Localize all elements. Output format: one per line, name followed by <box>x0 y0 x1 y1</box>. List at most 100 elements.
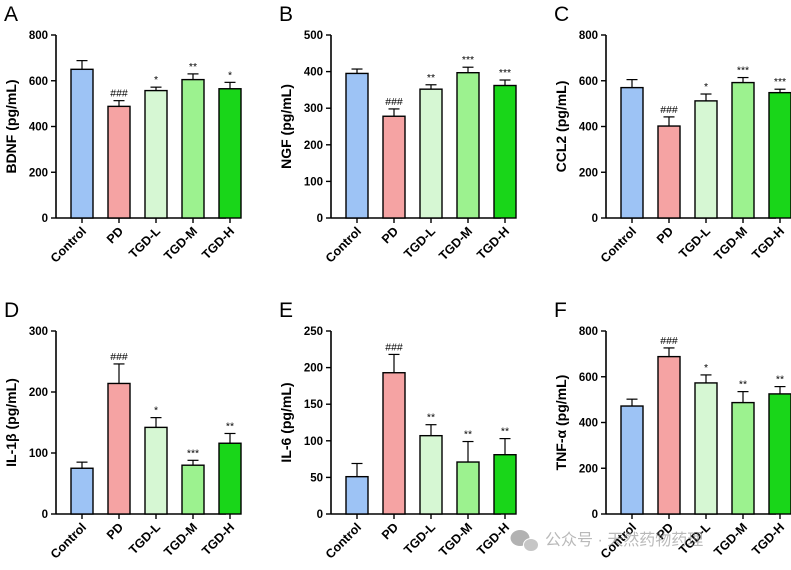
bar-tgd-h <box>768 393 791 515</box>
chart-panel-d: D IL-1β (pg/mL) 0 100 200 300 Control ### PD * TGD… <box>3 299 242 562</box>
watermark-text: 公众号 · 天然药物药理 <box>545 531 703 549</box>
y-tick-label: 300 <box>304 103 323 115</box>
x-category-label: TGD-L <box>676 224 713 261</box>
x-category-label: PD <box>379 520 401 542</box>
y-tick-label: 0 <box>42 509 48 521</box>
bar-tgd-l <box>144 89 168 219</box>
significance-label: *** <box>774 76 786 88</box>
significance-label: ** <box>226 420 234 432</box>
bar-pd <box>107 382 131 515</box>
significance-label: ### <box>660 335 678 347</box>
bar-control <box>345 475 369 515</box>
chart-panel-c: C CCL2 (pg/mL) 0 200 400 600 800 Control ### PD * T… <box>553 3 791 266</box>
watermark: 公众号 · 天然药物药理 <box>510 530 703 552</box>
bar-tgd-l <box>694 382 718 515</box>
x-category-label: TGD-L <box>126 224 163 261</box>
y-tick-label: 0 <box>592 213 598 225</box>
bar-control <box>620 86 644 219</box>
y-tick-label: 250 <box>304 326 323 338</box>
wechat-bubble-small <box>523 538 539 552</box>
x-category-label: Control <box>48 520 89 561</box>
significance-label: *** <box>499 67 511 79</box>
panel-letter: C <box>554 3 569 26</box>
x-category-label: TGD-H <box>474 520 512 558</box>
x-category-label: TGD-M <box>436 520 475 559</box>
bar-tgd-h <box>493 84 517 219</box>
y-tick-label: 400 <box>579 122 598 134</box>
x-category-label: Control <box>323 224 364 265</box>
y-tick-label: 50 <box>310 472 323 484</box>
y-tick-label: 100 <box>304 176 323 188</box>
bar-tgd-l <box>144 426 168 515</box>
y-tick-label: 100 <box>29 448 48 460</box>
panel-letter: F <box>554 299 567 322</box>
significance-label: ** <box>427 72 435 84</box>
y-tick-label: 200 <box>29 387 48 399</box>
y-tick-label: 200 <box>304 363 323 375</box>
significance-label: ### <box>110 88 128 100</box>
significance-label: ### <box>110 351 128 363</box>
x-category-label: TGD-H <box>199 520 237 558</box>
y-tick-label: 200 <box>29 167 48 179</box>
panel-letter: B <box>279 3 293 26</box>
x-category-label: Control <box>48 224 89 265</box>
significance-label: ** <box>776 374 784 386</box>
bar-control <box>70 68 94 219</box>
bar-tgd-m <box>731 81 755 219</box>
x-category-label: TGD-M <box>161 224 200 263</box>
bar-tgd-m <box>456 461 480 515</box>
y-tick-label: 200 <box>579 167 598 179</box>
bar-pd <box>382 115 406 219</box>
chart-panel-b: B NGF (pg/mL) 0 100 200 300 400 500 Control ### PD… <box>278 3 517 266</box>
x-category-label: TGD-M <box>711 224 750 263</box>
significance-label: *** <box>737 65 749 77</box>
significance-label: *** <box>187 447 199 459</box>
y-tick-label: 400 <box>304 67 323 79</box>
x-category-label: PD <box>104 520 126 542</box>
y-axis-label: IL-1β (pg/mL) <box>3 378 19 467</box>
bar-tgd-m <box>181 78 205 219</box>
y-tick-label: 400 <box>29 122 48 134</box>
bar-tgd-h <box>493 454 517 515</box>
x-category-label: TGD-L <box>401 520 438 557</box>
bar-tgd-m <box>456 71 480 219</box>
significance-label: *** <box>462 54 474 66</box>
x-category-label: PD <box>104 224 126 246</box>
panel-letter: D <box>4 299 19 322</box>
bar-pd <box>382 372 406 515</box>
y-axis-label: NGF (pg/mL) <box>278 84 294 169</box>
panel-letter: E <box>279 299 293 322</box>
bar-control <box>70 467 94 515</box>
y-axis-label: BDNF (pg/mL) <box>3 79 19 173</box>
chart-panel-e: E IL-6 (pg/mL) 0 50 100 150 200 250 Control ### PD… <box>278 299 517 562</box>
y-tick-label: 800 <box>29 30 48 42</box>
significance-label: ** <box>189 61 197 73</box>
x-category-label: TGD-H <box>749 520 787 558</box>
bar-pd <box>657 355 681 515</box>
y-tick-label: 600 <box>579 76 598 88</box>
significance-label: * <box>228 69 232 81</box>
y-tick-label: 0 <box>317 213 323 225</box>
significance-label: ### <box>385 341 403 353</box>
y-tick-label: 400 <box>579 418 598 430</box>
bar-tgd-l <box>419 434 443 515</box>
y-tick-label: 300 <box>29 326 48 338</box>
significance-label: ### <box>385 96 403 108</box>
significance-label: ** <box>739 379 747 391</box>
significance-label: ** <box>464 429 472 441</box>
bar-tgd-l <box>419 88 443 219</box>
x-category-label: TGD-L <box>401 224 438 261</box>
x-category-label: TGD-H <box>474 224 512 262</box>
y-tick-label: 150 <box>304 399 323 411</box>
bar-tgd-l <box>694 100 718 219</box>
chart-panel-a: A BDNF (pg/mL) 0 200 400 600 800 Control ### PD * T… <box>3 3 242 266</box>
x-category-label: TGD-H <box>749 224 787 262</box>
x-category-label: TGD-M <box>711 520 750 559</box>
y-tick-label: 0 <box>317 509 323 521</box>
x-category-label: TGD-M <box>161 520 200 559</box>
y-tick-label: 800 <box>579 326 598 338</box>
y-tick-label: 0 <box>592 509 598 521</box>
bar-tgd-h <box>218 442 242 515</box>
